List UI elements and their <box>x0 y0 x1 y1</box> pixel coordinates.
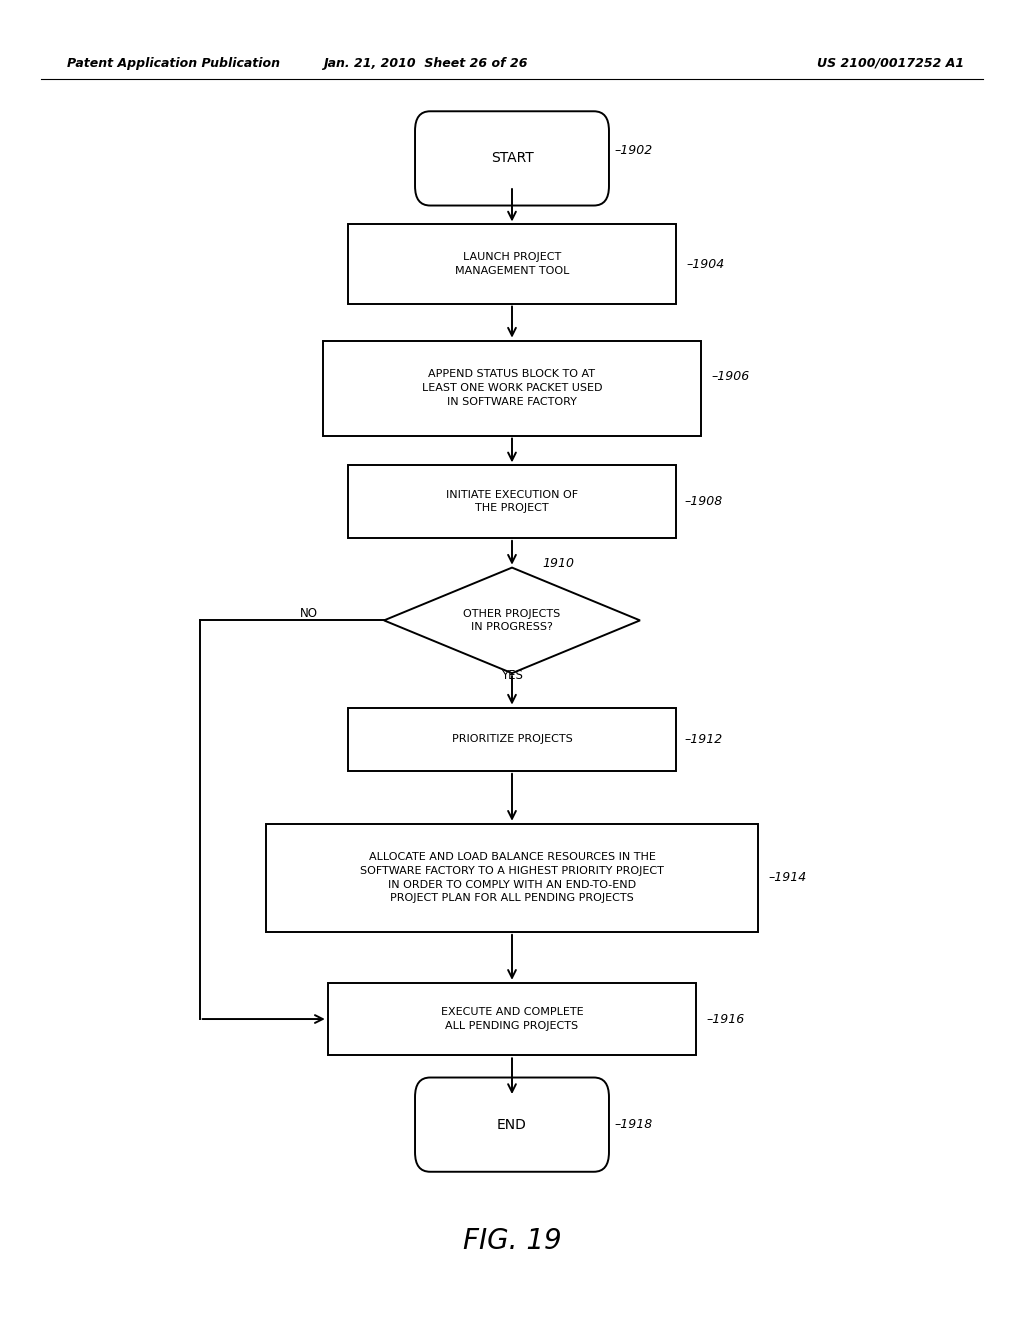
Bar <box>348 708 676 771</box>
Text: EXECUTE AND COMPLETE
ALL PENDING PROJECTS: EXECUTE AND COMPLETE ALL PENDING PROJECT… <box>440 1007 584 1031</box>
Text: –1914: –1914 <box>768 871 806 884</box>
Text: Patent Application Publication: Patent Application Publication <box>67 57 280 70</box>
Bar <box>266 824 758 932</box>
Polygon shape <box>384 568 640 673</box>
Bar <box>323 341 701 436</box>
Text: Jan. 21, 2010  Sheet 26 of 26: Jan. 21, 2010 Sheet 26 of 26 <box>323 57 527 70</box>
Text: NO: NO <box>299 607 317 620</box>
Text: –1906: –1906 <box>712 370 750 383</box>
Text: LAUNCH PROJECT
MANAGEMENT TOOL: LAUNCH PROJECT MANAGEMENT TOOL <box>455 252 569 276</box>
FancyBboxPatch shape <box>415 1077 609 1172</box>
Text: –1908: –1908 <box>684 495 722 508</box>
Text: US 2100/0017252 A1: US 2100/0017252 A1 <box>817 57 965 70</box>
Text: YES: YES <box>501 669 523 682</box>
Text: START: START <box>490 152 534 165</box>
Text: –1912: –1912 <box>684 733 722 746</box>
Text: 1910: 1910 <box>543 557 574 570</box>
Text: –1916: –1916 <box>707 1012 744 1026</box>
Text: END: END <box>497 1118 527 1131</box>
Text: OTHER PROJECTS
IN PROGRESS?: OTHER PROJECTS IN PROGRESS? <box>464 609 560 632</box>
FancyBboxPatch shape <box>415 111 609 206</box>
Text: FIG. 19: FIG. 19 <box>463 1226 561 1255</box>
Text: –1918: –1918 <box>614 1118 652 1131</box>
Text: APPEND STATUS BLOCK TO AT
LEAST ONE WORK PACKET USED
IN SOFTWARE FACTORY: APPEND STATUS BLOCK TO AT LEAST ONE WORK… <box>422 370 602 407</box>
Text: –1902: –1902 <box>614 144 652 157</box>
Bar <box>348 465 676 539</box>
Bar <box>348 224 676 304</box>
Bar <box>328 982 696 1056</box>
Text: –1904: –1904 <box>686 257 724 271</box>
Text: ALLOCATE AND LOAD BALANCE RESOURCES IN THE
SOFTWARE FACTORY TO A HIGHEST PRIORIT: ALLOCATE AND LOAD BALANCE RESOURCES IN T… <box>360 853 664 903</box>
Text: INITIATE EXECUTION OF
THE PROJECT: INITIATE EXECUTION OF THE PROJECT <box>445 490 579 513</box>
Text: PRIORITIZE PROJECTS: PRIORITIZE PROJECTS <box>452 734 572 744</box>
